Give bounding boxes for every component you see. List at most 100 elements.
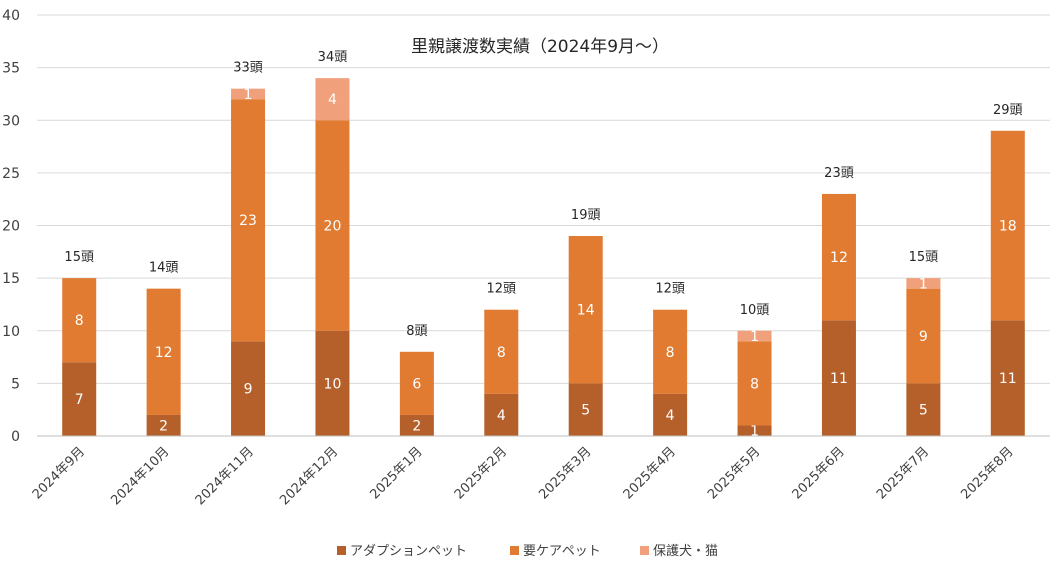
bar-segment [315,120,350,331]
data-label: 9 [919,329,928,345]
total-label: 15頭 [909,250,939,265]
bar-segment [906,288,941,384]
y-tick-label: 10 [2,324,20,340]
total-label: 8頭 [406,324,427,339]
data-label: 9 [244,382,253,398]
bar-segment [906,278,941,289]
data-label: 20 [324,219,342,235]
x-tick-label: 2025年2月 [452,444,510,502]
bar-segment [653,309,688,394]
x-tick-label: 2025年4月 [621,444,679,502]
total-label: 19頭 [571,208,601,223]
bar-segment [737,341,772,426]
legend-swatch [640,546,649,555]
data-label: 8 [666,345,675,361]
bars: 7815頭21214頭923133頭1020434頭268頭4812頭51419… [62,50,1025,440]
data-label: 1 [750,329,759,345]
bar-segment [821,193,856,321]
x-tick-label: 2025年3月 [536,444,594,502]
data-label: 11 [999,371,1017,387]
x-tick-label: 2024年10月 [108,444,172,508]
bar-segment [146,288,181,415]
data-label: 7 [75,392,84,408]
legend-swatch [337,546,346,555]
total-label: 23頭 [824,166,854,181]
bar-segment [568,236,603,384]
data-label: 6 [412,376,421,392]
y-tick-label: 40 [2,8,20,24]
bar-segment [399,414,434,436]
total-label: 15頭 [64,250,94,265]
bar-segment [653,393,688,436]
data-label: 8 [75,313,84,329]
chart-title: 里親譲渡数実績（2024年9月〜） [411,37,669,57]
bar-segment [146,414,181,436]
x-tick-label: 2025年1月 [367,444,425,502]
data-label: 1 [750,424,759,440]
x-tick-label: 2024年11月 [193,444,257,508]
bar-segment [231,341,266,436]
legend: アダプションペット 要ケアペット 保護犬・猫 [337,543,718,559]
data-label: 14 [577,303,595,319]
y-tick-label: 30 [2,113,20,129]
bar-segment [399,351,434,415]
y-axis: 0 5 10 15 20 25 30 35 40 [2,8,20,445]
bar-segment [906,383,941,436]
data-label: 2 [412,418,421,434]
data-label: 18 [999,219,1017,235]
data-label: 12 [830,250,848,266]
data-label: 4 [666,408,675,424]
bar-segment [484,393,519,436]
y-tick-label: 15 [2,271,20,287]
bar-segment [484,309,519,394]
data-label: 5 [919,403,928,419]
bar-segment [990,320,1025,436]
x-tick-label: 2024年9月 [30,444,88,502]
x-tick-label: 2025年8月 [958,444,1016,502]
x-tick-label: 2025年5月 [705,444,763,502]
x-tick-label: 2025年6月 [790,444,848,502]
data-label: 11 [830,371,848,387]
data-label: 5 [581,403,590,419]
legend-label: 要ケアペット [523,544,601,559]
y-tick-label: 0 [11,429,20,445]
bar-segment [62,278,97,363]
bar-segment [821,320,856,436]
data-label: 8 [750,376,759,392]
data-label: 1 [919,276,928,292]
y-tick-label: 20 [2,219,20,235]
total-label: 12頭 [487,282,517,297]
total-label: 14頭 [149,261,179,276]
bar-segment [315,330,350,436]
bar-segment [568,383,603,436]
bar-segment [231,88,266,100]
data-label: 12 [155,345,173,361]
bar-segment [231,99,266,342]
y-tick-label: 35 [2,61,20,77]
bar-segment [315,78,350,121]
total-label: 33頭 [233,61,263,76]
legend-label: 保護犬・猫 [653,543,718,559]
total-label: 10頭 [740,303,770,318]
total-label: 29頭 [993,103,1023,118]
bar-segment [990,130,1025,321]
x-tick-label: 2024年12月 [277,444,341,508]
data-label: 2 [159,418,168,434]
y-tick-label: 5 [11,376,20,392]
data-label: 4 [497,408,506,424]
total-label: 34頭 [318,50,348,65]
legend-label: アダプションペット [350,544,467,559]
data-label: 4 [328,92,337,108]
bar-segment [737,425,772,436]
bar-segment [62,362,97,436]
data-label: 10 [324,376,342,392]
y-tick-label: 25 [2,166,20,182]
data-label: 8 [497,345,506,361]
bar-segment [737,330,772,342]
x-tick-label: 2025年7月 [874,444,932,502]
total-label: 12頭 [655,282,685,297]
legend-swatch [510,546,519,555]
data-label: 23 [239,213,257,229]
gridlines [37,14,1050,437]
